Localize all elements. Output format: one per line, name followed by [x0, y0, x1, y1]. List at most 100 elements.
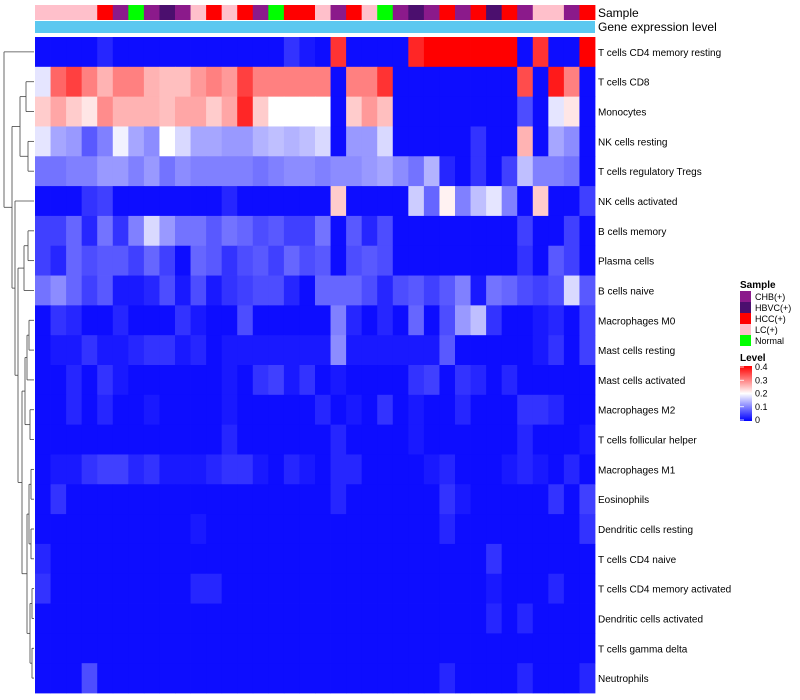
- heatmap-cell: [392, 663, 409, 694]
- heatmap-cell: [268, 335, 285, 366]
- heatmap-cell: [206, 484, 223, 515]
- heatmap-cell: [112, 275, 129, 306]
- heatmap-cell: [532, 484, 549, 515]
- heatmap-cell: [532, 365, 549, 396]
- heatmap-cell: [190, 484, 207, 515]
- heatmap-cell: [299, 543, 316, 575]
- heatmap-cell: [563, 454, 580, 485]
- heatmap-cell: [175, 454, 191, 485]
- sample-annotation-cell: [579, 5, 596, 20]
- heatmap-cell: [501, 663, 518, 694]
- heatmap-cell: [455, 215, 471, 247]
- heatmap-cell: [330, 424, 347, 455]
- heatmap-cell: [439, 633, 456, 664]
- heatmap-cell: [112, 633, 129, 664]
- heatmap-cell: [112, 394, 129, 426]
- row-dendrogram: [3, 51, 34, 679]
- heatmap-cell: [143, 126, 160, 157]
- sample-annotation-cell: [190, 5, 207, 20]
- heatmap-cell: [190, 424, 207, 455]
- heatmap-cell: [283, 603, 300, 634]
- heatmap-cell: [81, 66, 98, 98]
- heatmap-cell: [159, 126, 176, 157]
- heatmap-cell: [315, 335, 331, 366]
- heatmap-cell: [517, 305, 534, 336]
- heatmap-cell: [315, 484, 331, 515]
- heatmap-cell: [346, 484, 363, 515]
- heatmap-cell: [517, 335, 534, 366]
- heatmap-cell: [501, 335, 518, 366]
- heatmap-cell: [190, 543, 207, 575]
- heatmap-cell: [439, 484, 456, 515]
- heatmap-cell: [377, 663, 394, 694]
- heatmap-cell: [470, 394, 487, 426]
- heatmap-cell: [268, 365, 285, 396]
- heatmap-cell: [221, 305, 238, 336]
- heatmap-cell: [315, 275, 331, 306]
- sample-annotation-cell: [563, 5, 580, 20]
- heatmap-cell: [50, 603, 67, 634]
- heatmap-cell: [268, 186, 285, 217]
- heatmap-cell: [128, 305, 145, 336]
- heatmap-cell: [408, 365, 425, 396]
- sample-legend-label: Normal: [755, 336, 784, 346]
- heatmap-cell: [221, 37, 238, 68]
- heatmap-cell: [128, 275, 145, 306]
- heatmap-cell: [283, 215, 300, 247]
- heatmap-cell: [408, 663, 425, 694]
- heatmap-cell: [423, 215, 440, 247]
- heatmap-cell: [532, 126, 549, 157]
- heatmap-cell: [563, 335, 580, 366]
- heatmap-cell: [361, 66, 378, 98]
- heatmap-cell: [579, 543, 596, 575]
- heatmap-cell: [299, 335, 316, 366]
- heatmap-cell: [206, 305, 223, 336]
- heatmap-cell: [66, 275, 83, 306]
- heatmap-cell: [486, 305, 503, 336]
- heatmap-cell: [501, 275, 518, 306]
- heatmap-cell: [128, 66, 145, 98]
- heatmap-cell: [377, 603, 394, 634]
- heatmap-cell: [330, 394, 347, 426]
- row-label: Macrophages M2: [598, 406, 676, 417]
- heatmap-cell: [486, 543, 503, 575]
- heatmap-cell: [35, 37, 51, 68]
- heatmap-cell: [377, 215, 394, 247]
- heatmap-cell: [190, 394, 207, 426]
- heatmap-cell: [548, 633, 565, 664]
- heatmap-cell: [517, 394, 534, 426]
- heatmap-cell: [470, 365, 487, 396]
- heatmap-cell: [97, 96, 114, 127]
- heatmap-cell: [315, 603, 331, 634]
- heatmap-cell: [532, 215, 549, 247]
- heatmap-cell: [112, 305, 129, 336]
- heatmap-cell: [175, 186, 191, 217]
- heatmap-cell: [50, 186, 67, 217]
- heatmap-cell: [423, 305, 440, 336]
- heatmap-cell: [159, 186, 176, 217]
- heatmap-cell: [268, 573, 285, 604]
- heatmap-cell: [517, 543, 534, 575]
- heatmap-cell: [408, 186, 425, 217]
- heatmap-cell: [252, 66, 269, 98]
- heatmap-cell: [283, 186, 300, 217]
- heatmap-cell: [377, 305, 394, 336]
- heatmap-cell: [221, 514, 238, 545]
- heatmap-cell: [268, 275, 285, 306]
- heatmap-cell: [206, 126, 223, 157]
- heatmap-cell: [66, 186, 83, 217]
- heatmap-cell: [330, 514, 347, 545]
- heatmap-cell: [221, 96, 238, 127]
- heatmap-cell: [517, 633, 534, 664]
- heatmap-cell: [377, 335, 394, 366]
- heatmap-cell: [532, 424, 549, 455]
- sample-annotation-cell: [143, 5, 160, 20]
- heatmap-cell: [548, 484, 565, 515]
- heatmap-cell: [50, 37, 67, 68]
- row-label: Macrophages M1: [598, 465, 676, 476]
- heatmap-cell: [361, 514, 378, 545]
- row-label: NK cells resting: [598, 137, 667, 148]
- heatmap-cell: [439, 305, 456, 336]
- heatmap-cell: [579, 126, 596, 157]
- sample-legend-swatch: [740, 335, 751, 346]
